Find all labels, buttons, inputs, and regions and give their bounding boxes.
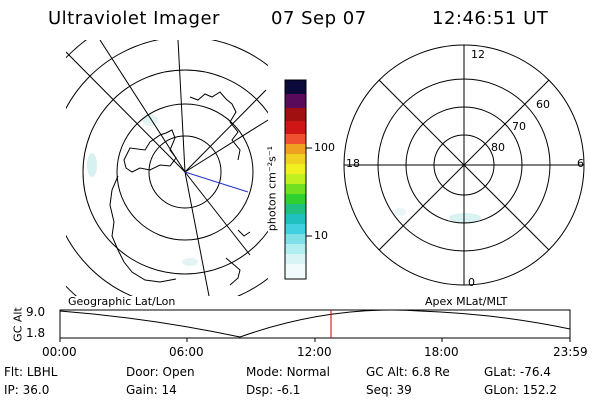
apex-caption: Apex MLat/MLT	[425, 295, 508, 308]
status-glat: GLat: -76.4	[484, 365, 551, 379]
status-door: Door: Open	[126, 365, 195, 379]
altitude-plot	[59, 309, 571, 342]
mlt-label-6: 6	[577, 157, 584, 170]
time-tick-1800: 18:00	[424, 345, 459, 359]
apex-polar-plot	[343, 44, 585, 286]
lat-label-80: 80	[491, 141, 505, 154]
lat-label-70: 70	[512, 120, 526, 133]
mlt-label-18: 18	[346, 157, 360, 170]
status-dsp: Dsp: -6.1	[246, 383, 301, 397]
colorbar-unit-label: photon cm⁻²s⁻¹	[265, 145, 279, 232]
colorbar-tick-10: 10	[314, 229, 328, 242]
status-glon: GLon: 152.2	[484, 383, 557, 397]
status-mode: Mode: Normal	[246, 365, 330, 379]
altitude-ytick-high: 9.0	[26, 305, 46, 319]
status-gain: Gain: 14	[126, 383, 177, 397]
time-tick-2359: 23:59	[553, 345, 588, 359]
color-bar	[284, 79, 312, 280]
colorbar-tick-100: 100	[314, 141, 335, 154]
status-filter: Flt: LBHL	[4, 365, 58, 379]
status-ip: IP: 36.0	[4, 383, 50, 397]
date-label: 07 Sep 07	[271, 8, 367, 29]
geographic-map	[66, 40, 268, 296]
lat-label-60: 60	[536, 98, 550, 111]
status-gc-alt: GC Alt: 6.8 Re	[366, 365, 450, 379]
mlt-label-12: 12	[471, 48, 485, 61]
geographic-caption: Geographic Lat/Lon	[68, 295, 176, 308]
time-tick-1200: 12:00	[297, 345, 332, 359]
instrument-title: Ultraviolet Imager	[48, 8, 220, 29]
time-tick-0000: 00:00	[42, 345, 77, 359]
altitude-ytick-low: 1.8	[26, 326, 46, 340]
status-seq: Seq: 39	[366, 383, 412, 397]
altitude-ylabel: GC Alt	[11, 307, 25, 342]
mlt-label-0: 0	[468, 276, 475, 289]
time-label: 12:46:51 UT	[432, 8, 549, 29]
time-tick-0600: 06:00	[169, 345, 204, 359]
